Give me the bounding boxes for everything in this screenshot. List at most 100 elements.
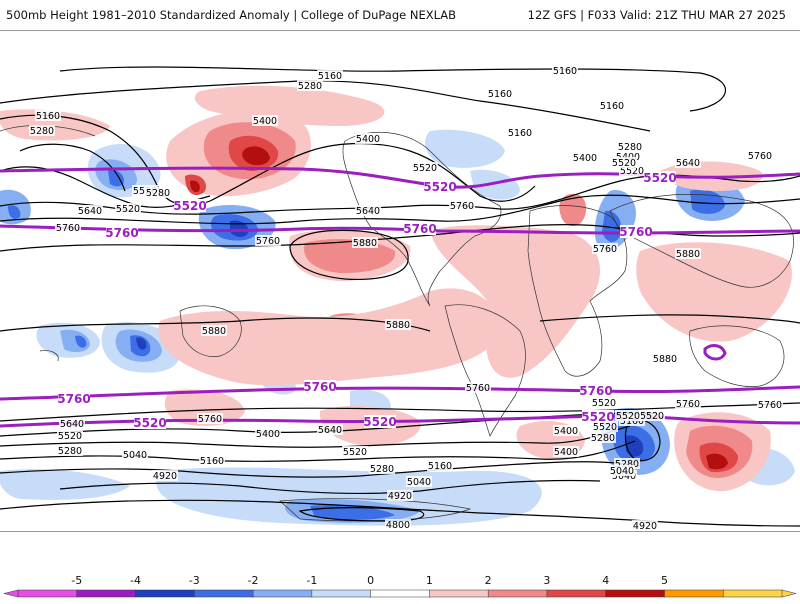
contour-label-bg (609, 465, 635, 476)
highlight-label-bg (364, 415, 396, 428)
contour-label-bg (590, 432, 616, 443)
anomaly-map: 5160 5160 5280 5160 5160 5160 5400 5160 5400 5280… (0, 30, 800, 532)
contour-label-bg (617, 141, 643, 152)
highlight-label-bg (644, 171, 676, 184)
colorbar-tick-label: 3 (543, 574, 551, 587)
height-contour-label: 5640 (676, 158, 700, 169)
contour-label-bg (652, 353, 678, 364)
colorbar-min-arrow (3, 589, 19, 598)
colorbar-tick-label: 5 (660, 574, 668, 587)
height-contour-label: 4920 (388, 491, 412, 502)
contour-label-bg (252, 115, 278, 126)
highlight-label-bg (174, 199, 206, 212)
contour-label-bg (255, 235, 281, 246)
contour-label-bg (572, 152, 598, 163)
highlight-contour-label: 5520 (423, 180, 456, 194)
contour-label-bg (387, 490, 413, 501)
highlight-contour-label: 5760 (619, 225, 652, 239)
contour-label-bg (55, 222, 81, 233)
highlight-contour-label: 5520 (363, 415, 396, 429)
highlight-contour-label: 5520 (581, 410, 614, 424)
colorbar-swatch (76, 589, 137, 598)
anomaly-colorbar: -5 -4 -3 -2 -1 0 1 2 3 4 5 (0, 570, 800, 600)
contour-label-bg (553, 425, 579, 436)
contour-label-bg (747, 150, 773, 161)
colorbar-tick-label: -2 (247, 574, 259, 587)
height-contour-label: 5520 (616, 411, 640, 422)
contour-label-bg (592, 421, 618, 432)
contour-label-bg (675, 248, 701, 259)
height-contour-label: 5160 (428, 461, 452, 472)
height-contour-label: 5640 (78, 206, 102, 217)
colorbar-swatch (194, 589, 254, 598)
height-contour-label: 5520 (620, 166, 644, 177)
colorbar-tick-label: 0 (367, 574, 375, 587)
highlight-label-bg (58, 392, 90, 405)
colorbar-swatch (17, 589, 78, 598)
height-contour-label: 5880 (202, 326, 226, 337)
colorbar-swatches (3, 589, 797, 598)
contour-label-bg (639, 410, 665, 421)
contour-label-bg (675, 398, 701, 409)
height-contour-label: 5400 (253, 116, 277, 127)
height-contour-label: 5160 (508, 128, 532, 139)
height-contour-label: 4800 (386, 520, 410, 531)
colorbar-swatch (546, 589, 607, 598)
height-contour-label: 5760 (198, 414, 222, 425)
highlight-contour-label: 5520 (133, 416, 166, 430)
height-contour-label: 5520 (413, 163, 437, 174)
height-contour-label: 5280 (146, 188, 170, 199)
highlight-label-bg (580, 384, 612, 397)
height-contour-label: 5760 (593, 244, 617, 255)
highlight-contour-label: 5760 (579, 384, 612, 398)
height-contour-label: 5760 (758, 400, 782, 411)
colorbar-swatch (370, 589, 431, 598)
highlight-contour-label: 5760 (403, 222, 436, 236)
colorbar-swatch (135, 589, 196, 598)
contour-label-bg (57, 445, 83, 456)
height-contour-label: 5640 (60, 419, 84, 430)
height-contour-label: 5160 (600, 101, 624, 112)
highlight-label-bg (134, 416, 166, 429)
height-contour-label: 5760 (676, 399, 700, 410)
contour-label-bg (201, 325, 227, 336)
height-contour-label: 5640 (318, 425, 342, 436)
height-contour-label: 5040 (610, 466, 634, 477)
height-contour-label: 5400 (554, 447, 578, 458)
contour-label-bg (632, 520, 658, 531)
highlight-label-bg (106, 226, 138, 239)
contour-label-bg (122, 449, 148, 460)
contour-label-bg (591, 397, 617, 408)
height-contour-label: 5400 (256, 429, 280, 440)
height-contour-label: 5640 (356, 206, 380, 217)
height-contour-label: 5280 (591, 433, 615, 444)
contour-label-bg (317, 70, 343, 81)
negative-anomaly-shading (0, 129, 795, 526)
colorbar-swatch (664, 589, 724, 598)
height-contour-label: 5520 (58, 431, 82, 442)
contour-label-bg (152, 470, 178, 481)
highlight-label-bg (304, 380, 336, 393)
highlight-contour-label: 5760 (105, 226, 138, 240)
contour-label-bg (615, 151, 641, 162)
contour-label-bg (552, 65, 578, 76)
contour-label-bg (675, 157, 701, 168)
height-contour-label: 5280 (298, 81, 322, 92)
colorbar-swatch (429, 589, 489, 598)
height-contour-label: 5520 (640, 411, 664, 422)
colorbar-max-arrow (781, 589, 797, 598)
height-contour-label: 5520 (592, 398, 616, 409)
height-contour-label: 5400 (356, 134, 380, 145)
highlight-contour-label: 5760 (303, 380, 336, 394)
height-contour-label: 5040 (407, 477, 431, 488)
contour-label-bg (145, 187, 171, 198)
contour-label-bg (385, 319, 411, 330)
height-contour-label: 5280 (58, 446, 82, 457)
colorbar-tick-label: -5 (71, 574, 83, 587)
height-contour-label: 5280 (618, 142, 642, 153)
height-contour-label: 5280 (370, 464, 394, 475)
height-contour-label: 5400 (554, 426, 578, 437)
highlight-contour-label: 5520 (643, 171, 676, 185)
height-contour-label: 5760 (256, 236, 280, 247)
